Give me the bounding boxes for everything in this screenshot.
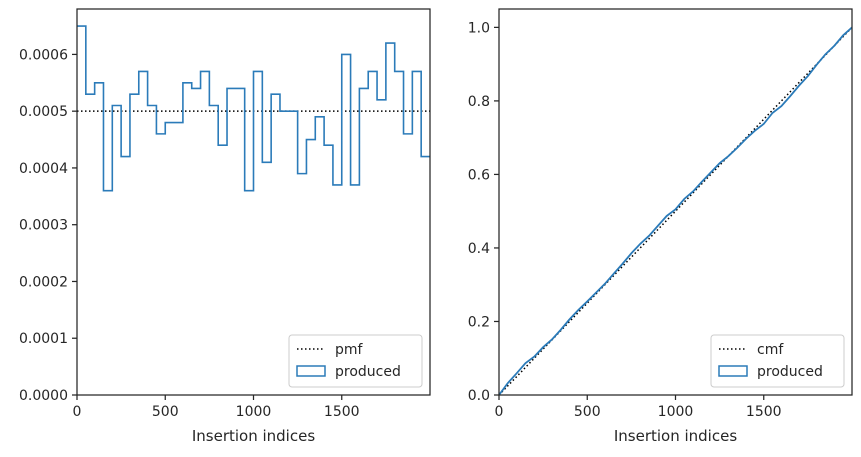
x-axis-label: Insertion indices [614, 427, 737, 445]
y-tick-label: 1.0 [468, 20, 490, 36]
chart-marks [499, 26, 852, 395]
y-tick-label: 0.0002 [19, 274, 68, 290]
y-tick-label: 0.8 [468, 94, 490, 110]
plot-area [499, 9, 852, 395]
chart-marks [77, 25, 430, 192]
x-tick-label: 1500 [746, 404, 782, 420]
y-tick-label: 0.0000 [19, 388, 68, 404]
legend-label-produced: produced [335, 364, 401, 380]
legend-box [288, 334, 423, 388]
series-produced-line [499, 26, 852, 395]
legend-label-pmf: pmf [335, 342, 364, 358]
y-tick-label: 0.0005 [19, 104, 68, 120]
x-tick-label: 0 [73, 404, 82, 420]
y-tick-label: 0.0006 [19, 47, 68, 63]
y-tick-label: 0.0 [468, 388, 490, 404]
legend: pmf produced [288, 334, 423, 388]
cmf-line-panel: 0 500 1000 1500 0.0 0.2 0.4 0.6 0.8 1.0 Insertion… [468, 8, 853, 445]
series-produced-step [77, 25, 430, 192]
legend-swatch-produced [296, 365, 326, 377]
y-tick-label: 0.0003 [19, 218, 68, 234]
y-tick-label: 0.0001 [19, 331, 68, 347]
y-tick-label: 0.2 [468, 314, 490, 330]
legend-label-produced: produced [757, 364, 823, 380]
legend-label-cmf: cmf [757, 342, 784, 358]
x-tick-label: 500 [574, 404, 601, 420]
legend-box [710, 334, 845, 388]
x-tick-label: 1500 [324, 404, 360, 420]
legend: cmf produced [710, 334, 845, 388]
axes-frame [498, 8, 853, 396]
series-group [77, 25, 430, 192]
series-group [499, 26, 852, 395]
y-tick-label: 0.6 [468, 167, 490, 183]
y-tick-label: 0.4 [468, 241, 490, 257]
axis-ticks: 0 500 1000 1500 0.0 0.2 0.4 0.6 0.8 1.0 [468, 20, 782, 420]
axes-frame [76, 8, 431, 396]
pmf-histogram-panel: 0 500 1000 1500 0.0000 0.0001 0.0002 0.0003 0.00… [19, 8, 431, 445]
axis-ticks: 0 500 1000 1500 0.0000 0.0001 0.0002 0.0003 0.00… [19, 47, 360, 420]
y-tick-label: 0.0004 [19, 161, 68, 177]
x-tick-label: 1000 [658, 404, 694, 420]
x-tick-label: 1000 [236, 404, 272, 420]
legend-swatch-produced [718, 365, 748, 377]
x-tick-label: 0 [495, 404, 504, 420]
x-axis-label: Insertion indices [192, 427, 315, 445]
x-tick-label: 500 [152, 404, 179, 420]
